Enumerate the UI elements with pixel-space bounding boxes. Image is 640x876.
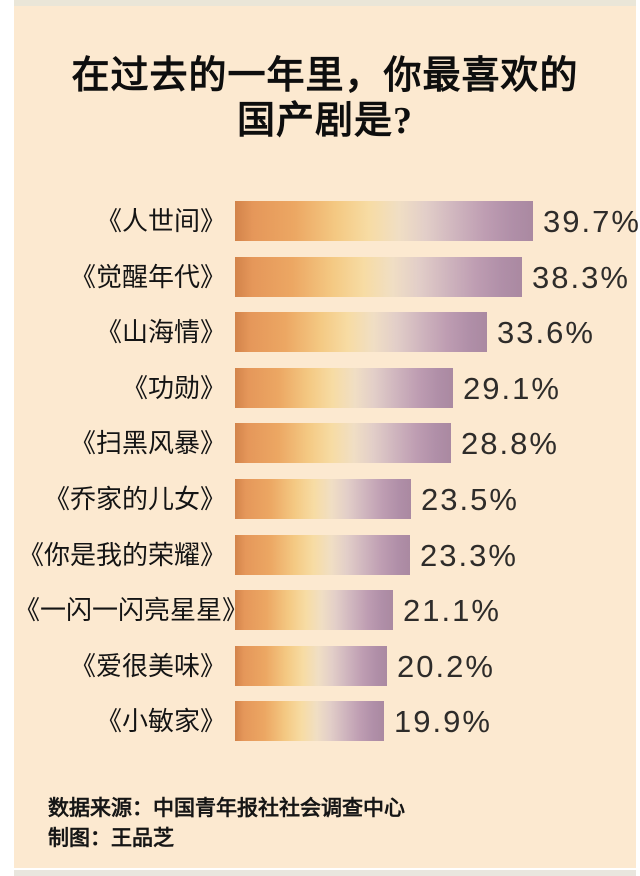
value-label: 33.6% [497, 315, 595, 350]
value-label: 20.2% [397, 649, 495, 684]
value-label: 23.3% [420, 538, 518, 573]
top-edge-strip [14, 0, 636, 6]
bar-row: 《扫黑风暴》 28.8% [14, 423, 636, 463]
category-label: 《功勋》 [121, 373, 226, 403]
value-label: 38.3% [532, 260, 630, 295]
category-label: 《扫黑风暴》 [69, 428, 226, 458]
chart-title-line2: 国产剧是? [236, 100, 413, 142]
footer: 数据来源：中国青年报社社会调查中心 制图：王品芝 [48, 794, 405, 854]
value-label: 39.7% [543, 204, 640, 239]
value-label: 21.1% [403, 593, 501, 628]
bar [235, 535, 410, 575]
bar-row: 《小敏家》 19.9% [14, 701, 636, 741]
value-label: 19.9% [394, 704, 492, 739]
bar [235, 646, 387, 686]
bar-row: 《一闪一闪亮星星》 21.1% [14, 590, 636, 630]
chart-title-line1: 在过去的一年里，你最喜欢的 [71, 55, 579, 97]
category-label: 《山海情》 [95, 317, 226, 347]
category-label: 《你是我的荣耀》 [17, 540, 226, 570]
value-label: 23.5% [421, 482, 519, 517]
category-label: 《人世间》 [95, 206, 226, 236]
category-label: 《小敏家》 [95, 706, 226, 736]
bar [235, 479, 411, 519]
bar [235, 312, 487, 352]
category-label: 《一闪一闪亮星星》 [14, 595, 249, 625]
infographic-card: 在过去的一年里，你最喜欢的 国产剧是? 《人世间》 39.7% 《觉醒年代》 3… [14, 6, 639, 868]
bottom-edge-strip [14, 870, 636, 876]
value-label: 28.8% [461, 426, 559, 461]
value-label: 29.1% [463, 371, 561, 406]
chart-title: 在过去的一年里，你最喜欢的 国产剧是? [14, 54, 636, 144]
bar [235, 701, 384, 741]
category-label: 《爱很美味》 [69, 651, 226, 681]
category-label: 《觉醒年代》 [69, 262, 226, 292]
bar [235, 423, 451, 463]
bar-row: 《觉醒年代》 38.3% [14, 257, 636, 297]
footer-credit: 制图：王品芝 [48, 827, 174, 850]
bar-row: 《你是我的荣耀》 23.3% [14, 535, 636, 575]
bar-chart: 《人世间》 39.7% 《觉醒年代》 38.3% 《山海情》 33.6% 《功勋… [14, 6, 639, 868]
bar-row: 《人世间》 39.7% [14, 201, 639, 241]
bar-row: 《乔家的儿女》 23.5% [14, 479, 636, 519]
bar-row: 《功勋》 29.1% [14, 368, 636, 408]
category-label: 《乔家的儿女》 [43, 484, 226, 514]
bar [235, 368, 453, 408]
bar [235, 257, 522, 297]
bar-row: 《山海情》 33.6% [14, 312, 636, 352]
footer-source: 数据来源：中国青年报社社会调查中心 [48, 797, 405, 820]
bar-row: 《爱很美味》 20.2% [14, 646, 636, 686]
bar [235, 590, 393, 630]
bar [235, 201, 533, 241]
